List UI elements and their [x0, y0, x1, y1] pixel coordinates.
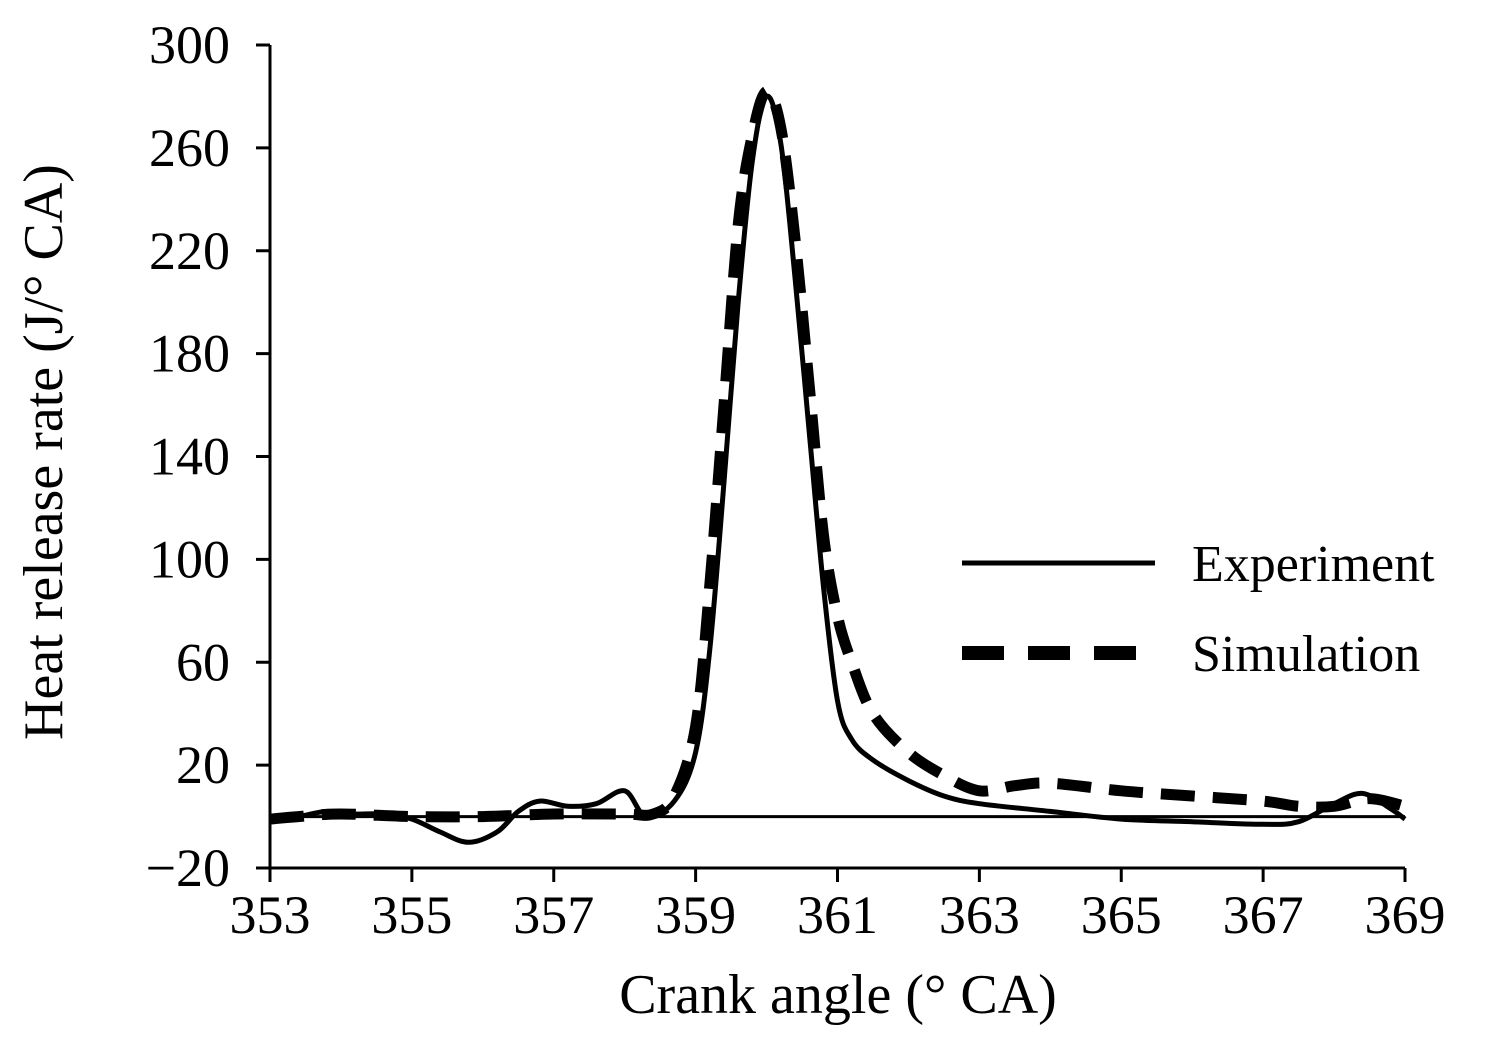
y-axis-title: Heat release rate (J/° CA) [13, 164, 75, 740]
x-tick-label: 357 [513, 885, 594, 945]
plot-area: −20 20 60 100 140 180 220 260 300 353 355 357 359 36… [146, 15, 1446, 945]
y-tick-label: 100 [149, 529, 230, 589]
y-tick-label: 300 [149, 15, 230, 75]
y-ticks: −20 20 60 100 140 180 220 260 300 [146, 15, 270, 898]
y-tick-label: 220 [149, 221, 230, 281]
x-tick-label: 363 [939, 885, 1020, 945]
y-tick-label: 60 [176, 632, 230, 692]
legend: Experiment Simulation [962, 536, 1435, 683]
series-line-simulation [269, 85, 1407, 825]
x-tick-label: 359 [655, 885, 736, 945]
x-tick-label: 361 [797, 885, 878, 945]
x-tick-label: 369 [1365, 885, 1446, 945]
x-tick-label: 353 [230, 885, 311, 945]
x-tick-label: 367 [1223, 885, 1304, 945]
legend-label-simulation: Simulation [1192, 626, 1420, 683]
y-tick-label: 20 [176, 735, 230, 795]
y-tick-label: 260 [149, 118, 230, 178]
x-ticks: 353 355 357 359 361 363 365 367 369 [230, 868, 1446, 945]
x-axis-title: Crank angle (° CA) [619, 964, 1057, 1026]
legend-label-experiment: Experiment [1192, 536, 1435, 593]
series-layer [269, 85, 1407, 845]
y-tick-label: 180 [149, 324, 230, 384]
series-line-experiment [269, 93, 1407, 845]
x-tick-label: 365 [1081, 885, 1162, 945]
y-tick-label: 140 [149, 427, 230, 487]
x-tick-label: 355 [371, 885, 452, 945]
y-tick-label: −20 [146, 838, 230, 898]
